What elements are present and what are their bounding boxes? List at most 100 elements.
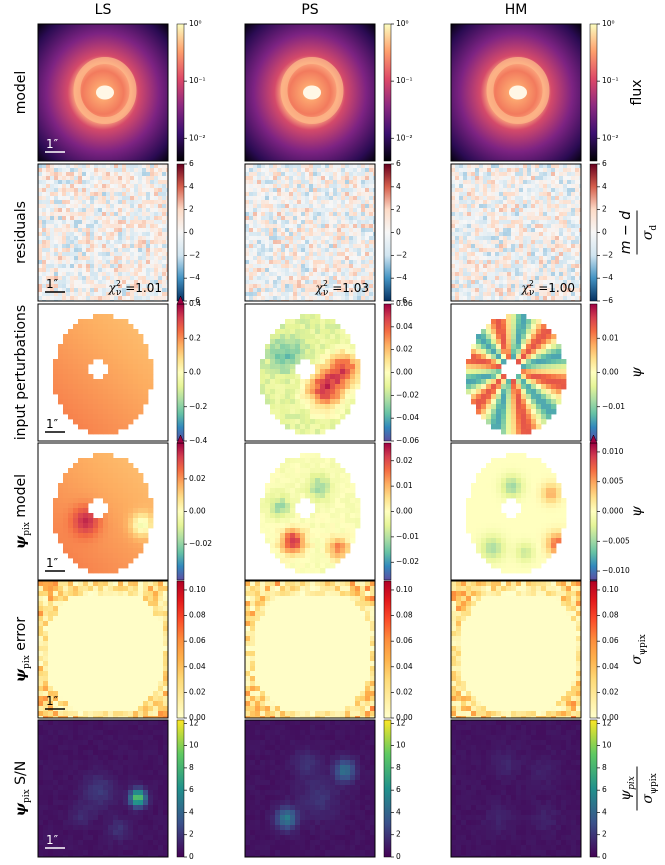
pixel [526, 419, 532, 425]
pixel [313, 188, 318, 193]
pixel [563, 196, 568, 201]
pixel [261, 216, 266, 221]
pixel [98, 260, 103, 265]
pixel [126, 292, 131, 297]
pixel [285, 196, 290, 201]
pixel [353, 216, 358, 221]
pixel [515, 224, 520, 229]
pixel [475, 292, 480, 297]
pixel [536, 394, 542, 400]
pixel [335, 414, 341, 420]
pixel [365, 188, 370, 193]
pixel [86, 176, 91, 181]
pixel [337, 280, 342, 285]
pixel [543, 164, 548, 169]
pixel [123, 384, 129, 390]
pixel [253, 168, 258, 173]
pixel [38, 236, 43, 241]
pixel [345, 216, 350, 221]
pixel [305, 232, 310, 237]
pixel [50, 264, 55, 269]
pixel [559, 212, 564, 217]
pixel [277, 296, 282, 301]
pixel [54, 220, 59, 225]
pixel [551, 232, 556, 237]
colorbar-tick-label: 0 [189, 228, 194, 237]
pixel [281, 232, 286, 237]
pixel [486, 404, 492, 410]
pixel [280, 354, 286, 360]
pixel [373, 236, 375, 241]
pixel [273, 280, 278, 285]
pixel [503, 220, 508, 225]
pixel [273, 200, 278, 205]
pixel [142, 184, 147, 189]
pixel [373, 268, 375, 273]
pixel [58, 493, 64, 499]
pixel [543, 232, 548, 237]
pixel [158, 204, 163, 209]
pixel [253, 240, 258, 245]
pixel [166, 244, 168, 249]
pixel [123, 473, 129, 479]
pixel [523, 228, 528, 233]
pixel [521, 374, 527, 380]
pixel [463, 184, 468, 189]
pixel [138, 369, 144, 375]
pixel [579, 260, 581, 265]
pixel [483, 212, 488, 217]
pixel [98, 296, 103, 301]
pixel [162, 236, 167, 241]
pixel [361, 264, 366, 269]
pixel [571, 224, 576, 229]
pixel [257, 184, 262, 189]
pixel [93, 493, 99, 499]
pixel [46, 268, 51, 273]
pixel [103, 319, 109, 325]
pixel [527, 288, 532, 293]
pixel [350, 389, 356, 395]
pixel [46, 236, 51, 241]
pixel [83, 349, 89, 355]
pixel [126, 180, 131, 185]
pixel [54, 224, 59, 229]
pixel [142, 296, 147, 301]
pixel [305, 399, 311, 405]
pixel [78, 248, 83, 253]
pixel [459, 280, 464, 285]
pixel [63, 399, 69, 405]
pixel [114, 172, 119, 177]
pixel [313, 248, 318, 253]
pixel [98, 334, 104, 340]
pixel [357, 288, 362, 293]
pixel [281, 244, 286, 249]
pixel [108, 503, 114, 509]
pixel [102, 280, 107, 285]
pixel [546, 339, 552, 345]
pixel [467, 288, 472, 293]
pixel [523, 192, 528, 197]
pixel [563, 252, 568, 257]
subscript: ν [116, 288, 121, 298]
pixel [536, 349, 542, 355]
pixel [515, 276, 520, 281]
pixel [166, 164, 168, 169]
pixel [98, 384, 104, 390]
pixel [315, 369, 321, 375]
colorbar-tick-label: 6 [602, 159, 607, 168]
pixel [551, 180, 556, 185]
pixel [555, 168, 560, 173]
pixel [330, 349, 336, 355]
pixel [106, 236, 111, 241]
pixel [320, 389, 326, 395]
pixel [325, 244, 330, 249]
pixel [507, 212, 512, 217]
pixel [138, 374, 144, 380]
pixel [66, 292, 71, 297]
pixel [506, 409, 512, 415]
pixel [519, 288, 524, 293]
pixel [148, 503, 154, 509]
pixel [261, 168, 266, 173]
colorbar-tick-label: −0.04 [396, 413, 419, 422]
pixel [66, 204, 71, 209]
